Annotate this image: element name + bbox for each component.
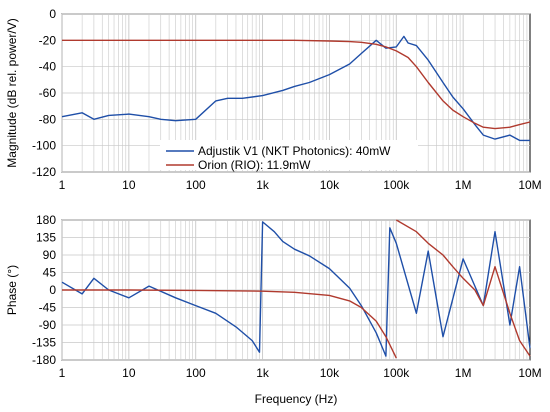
magnitude-y-ticks: 0 -20 -40 -60 -80 -100 -120 xyxy=(32,7,56,179)
x-tick-label: 100k xyxy=(383,178,410,192)
y-tick-label: -135 xyxy=(32,336,56,350)
y-tick-label: -40 xyxy=(39,60,57,74)
y-tick-label: 0 xyxy=(49,283,56,297)
y-tick-label: -20 xyxy=(39,33,57,47)
magnitude-x-ticks: 1 10 100 1k 10k 100k 1M 10M xyxy=(59,178,542,192)
x-tick-label: 10k xyxy=(320,366,340,380)
x-tick-label: 1 xyxy=(59,366,66,380)
x-tick-label: 100 xyxy=(186,178,206,192)
y-tick-label: -120 xyxy=(32,165,56,179)
phase-y-ticks: 180 135 90 45 0 -45 -90 -135 -180 xyxy=(32,213,56,367)
x-tick-label: 100k xyxy=(383,366,410,380)
x-tick-label: 10 xyxy=(122,178,136,192)
legend-label-adjustik: Adjustik V1 (NKT Photonics): 40mW xyxy=(198,144,391,158)
x-tick-label: 1M xyxy=(455,178,472,192)
x-tick-label: 10M xyxy=(518,178,541,192)
x-tick-label: 1M xyxy=(455,366,472,380)
magnitude-series xyxy=(61,35,531,142)
y-tick-label: -45 xyxy=(39,301,57,315)
x-tick-label: 1 xyxy=(59,178,66,192)
x-tick-label: 1k xyxy=(256,178,270,192)
x-tick-label: 10 xyxy=(122,366,136,380)
y-tick-label: -100 xyxy=(32,139,56,153)
phase-series xyxy=(61,219,531,359)
phase-x-axis-label: Frequency (Hz) xyxy=(255,392,338,406)
phase-panel: 1 10 100 1k 10k 100k 1M 10M 180 135 90 45 0 -45 -90 -1… xyxy=(5,213,542,406)
orion-series-line xyxy=(62,39,531,130)
orion-series-line xyxy=(62,219,531,359)
legend-label-orion: Orion (RIO): 11.9mW xyxy=(198,158,311,172)
magnitude-legend: Adjustik V1 (NKT Photonics): 40mW Orion … xyxy=(160,140,418,172)
y-tick-label: 0 xyxy=(49,7,56,21)
x-tick-label: 1k xyxy=(256,366,270,380)
phase-y-axis-label: Phase (°) xyxy=(5,265,19,315)
x-tick-label: 100 xyxy=(186,366,206,380)
phase-x-ticks: 1 10 100 1k 10k 100k 1M 10M xyxy=(59,366,542,380)
y-tick-label: -60 xyxy=(39,86,57,100)
y-tick-label: -90 xyxy=(39,318,57,332)
x-tick-label: 10k xyxy=(320,178,340,192)
y-tick-label: -80 xyxy=(39,112,57,126)
x-tick-label: 10M xyxy=(518,366,541,380)
y-tick-label: 45 xyxy=(43,266,57,280)
adjustik-series-line xyxy=(61,35,530,142)
magnitude-y-axis-label: Magnitude (dB rel. power/V) xyxy=(5,18,19,167)
y-tick-label: 135 xyxy=(36,231,56,245)
magnitude-panel: 1 10 100 1k 10k 100k 1M 10M 0 -20 -40 -60 -80 -100 -1… xyxy=(5,7,542,192)
y-tick-label: 90 xyxy=(43,248,57,262)
y-tick-label: -180 xyxy=(32,353,56,367)
y-tick-label: 180 xyxy=(36,213,56,227)
